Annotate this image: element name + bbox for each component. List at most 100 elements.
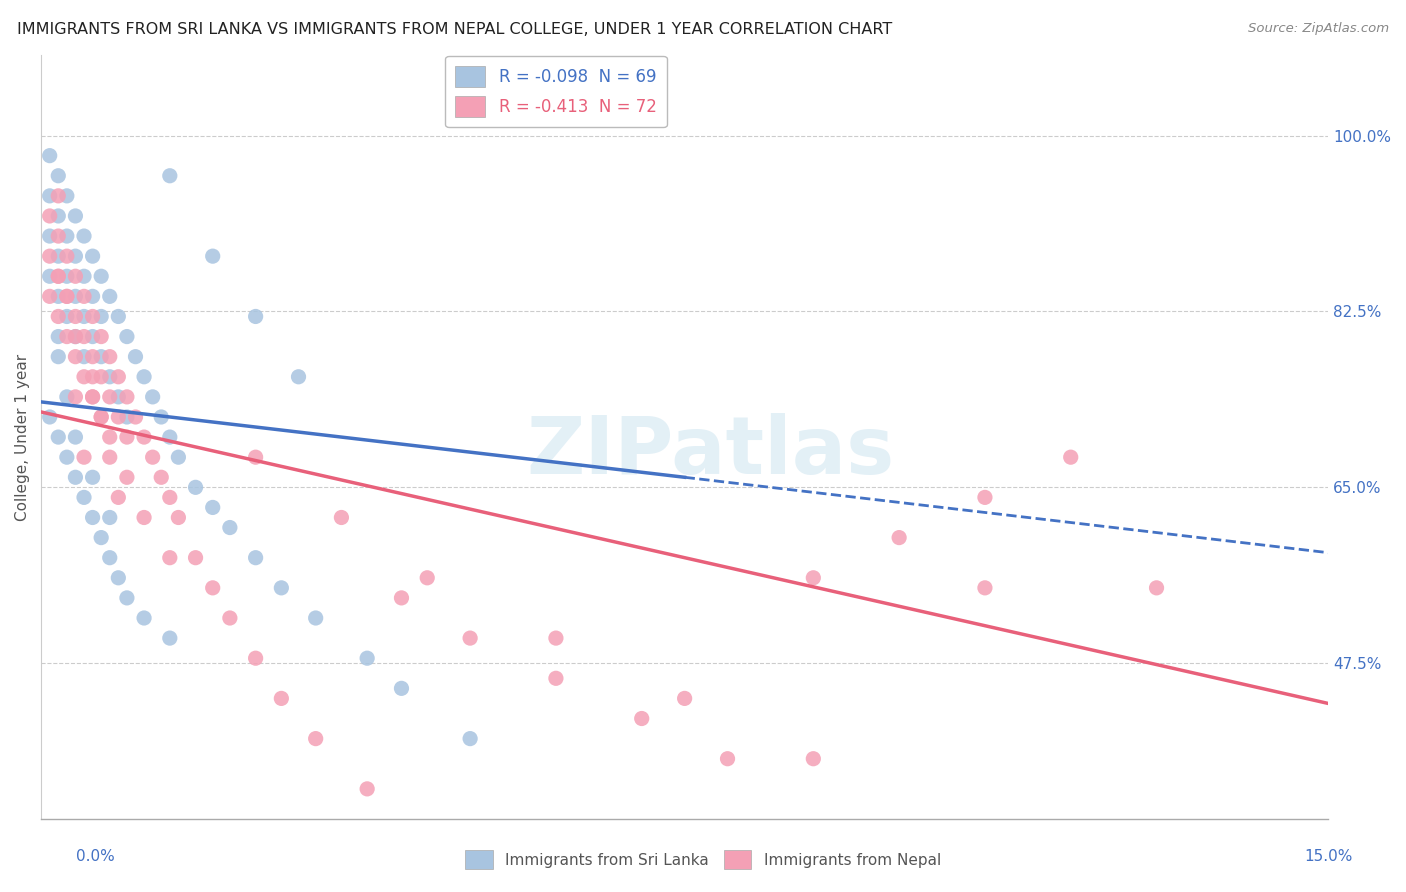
Point <box>98 350 121 364</box>
Point <box>245 310 267 324</box>
Point <box>56 269 79 284</box>
Text: 0.0%: 0.0% <box>76 849 115 863</box>
Point <box>46 269 69 284</box>
Point <box>458 731 481 746</box>
Point <box>201 500 224 515</box>
Point <box>46 350 69 364</box>
Text: IMMIGRANTS FROM SRI LANKA VS IMMIGRANTS FROM NEPAL COLLEGE, UNDER 1 YEAR CORRELA: IMMIGRANTS FROM SRI LANKA VS IMMIGRANTS … <box>17 22 893 37</box>
Point <box>1060 450 1083 465</box>
Point <box>98 550 121 565</box>
Point <box>115 470 138 484</box>
Point <box>124 350 146 364</box>
Point <box>391 681 413 696</box>
Point <box>305 731 328 746</box>
Point <box>150 409 173 424</box>
Point <box>82 289 104 303</box>
Point <box>124 409 146 424</box>
Point <box>245 450 267 465</box>
Point <box>38 209 60 223</box>
Point <box>544 671 567 685</box>
Point <box>65 269 87 284</box>
Point <box>974 581 997 595</box>
Point <box>65 329 87 343</box>
Point <box>132 611 155 625</box>
Point <box>270 691 292 706</box>
Point <box>630 712 652 726</box>
Point <box>46 269 69 284</box>
Point <box>56 329 79 343</box>
Point <box>245 550 267 565</box>
Point <box>38 409 60 424</box>
Point <box>115 591 138 605</box>
Point <box>56 249 79 263</box>
Point <box>56 310 79 324</box>
Point <box>184 550 207 565</box>
Point <box>270 581 292 595</box>
Point <box>73 289 96 303</box>
Point <box>132 510 155 524</box>
Point <box>82 369 104 384</box>
Point <box>73 450 96 465</box>
Point <box>159 169 181 183</box>
Point <box>56 229 79 244</box>
Point <box>287 369 309 384</box>
Point <box>330 510 353 524</box>
Point <box>107 409 129 424</box>
Point <box>107 571 129 585</box>
Point <box>90 409 112 424</box>
Point <box>65 350 87 364</box>
Point <box>107 369 129 384</box>
Point <box>46 329 69 343</box>
Point <box>115 329 138 343</box>
Point <box>974 491 997 505</box>
Point <box>46 249 69 263</box>
Point <box>132 369 155 384</box>
Point <box>73 369 96 384</box>
Y-axis label: College, Under 1 year: College, Under 1 year <box>15 353 30 521</box>
Point <box>115 409 138 424</box>
Point <box>56 390 79 404</box>
Point <box>46 189 69 203</box>
Point <box>673 691 696 706</box>
Point <box>98 289 121 303</box>
Point <box>65 470 87 484</box>
Point <box>801 752 824 766</box>
Text: ZIPatlas: ZIPatlas <box>526 413 894 491</box>
Point <box>38 229 60 244</box>
Point <box>65 390 87 404</box>
Point <box>90 369 112 384</box>
Point <box>46 310 69 324</box>
Point <box>184 480 207 494</box>
Point <box>142 450 165 465</box>
Point <box>356 781 378 796</box>
Point <box>65 249 87 263</box>
Legend: Immigrants from Sri Lanka, Immigrants from Nepal: Immigrants from Sri Lanka, Immigrants fr… <box>458 844 948 875</box>
Point <box>1146 581 1168 595</box>
Point <box>90 329 112 343</box>
Point <box>159 550 181 565</box>
Point <box>56 289 79 303</box>
Point <box>46 169 69 183</box>
Point <box>73 269 96 284</box>
Point <box>38 269 60 284</box>
Point <box>142 390 165 404</box>
Point <box>73 350 96 364</box>
Point <box>801 571 824 585</box>
Point <box>716 752 738 766</box>
Point <box>82 390 104 404</box>
Point <box>98 369 121 384</box>
Point <box>159 430 181 444</box>
Point <box>115 430 138 444</box>
Point <box>544 631 567 645</box>
Point <box>46 430 69 444</box>
Point <box>201 581 224 595</box>
Point <box>46 209 69 223</box>
Point <box>46 289 69 303</box>
Point <box>107 491 129 505</box>
Point <box>218 520 240 534</box>
Point <box>391 591 413 605</box>
Point <box>159 631 181 645</box>
Point <box>73 491 96 505</box>
Point <box>46 229 69 244</box>
Point <box>107 310 129 324</box>
